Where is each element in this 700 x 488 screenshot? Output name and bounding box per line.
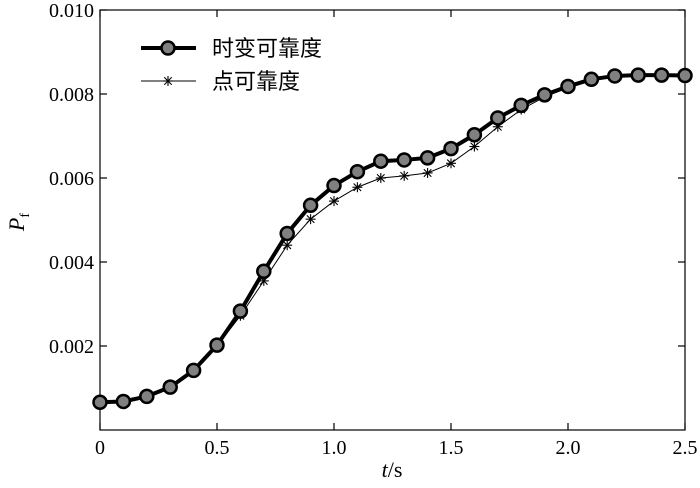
legend-entry-point: 点可靠度 <box>141 70 300 95</box>
series-line-point <box>99 74 686 403</box>
y-tick-label: 0.008 <box>49 84 94 106</box>
y-tick-label: 0.010 <box>49 0 94 22</box>
data-point-point <box>469 141 480 152</box>
data-point-time-variant <box>607 68 623 84</box>
x-tick-label: 1.0 <box>322 437 347 459</box>
data-point-point <box>446 158 456 169</box>
data-point-time-variant <box>373 153 389 169</box>
x-tick-labels: 0 0.5 1.0 1.5 2.0 2.5 <box>95 437 698 459</box>
x-axis-var: t <box>382 457 389 482</box>
data-point-point <box>375 173 386 183</box>
legend: 时变可靠度 点可靠度 <box>141 37 322 95</box>
y-axis-label: Pf <box>4 213 33 232</box>
data-point-point <box>329 196 339 207</box>
data-point-time-variant <box>513 97 529 114</box>
data-point-time-variant <box>630 67 646 83</box>
legend-star-glyph <box>163 76 173 86</box>
data-point-time-variant <box>162 379 178 395</box>
data-point-time-variant <box>396 152 412 168</box>
data-point-time-variant <box>490 110 506 126</box>
data-point-time-variant <box>583 71 600 88</box>
data-point-time-variant <box>419 150 436 166</box>
data-point-time-variant <box>653 67 670 83</box>
data-point-time-variant <box>185 362 202 379</box>
y-axis-var: P <box>4 218 29 232</box>
data-point-time-variant <box>302 197 319 214</box>
data-point-point <box>282 240 293 251</box>
axis-ticks <box>99 9 686 430</box>
series-time-variant <box>92 67 693 411</box>
y-tick-label: 0.002 <box>49 336 94 358</box>
series-point <box>95 70 690 408</box>
data-point-time-variant <box>209 337 225 353</box>
data-point-time-variant <box>677 67 693 84</box>
x-tick-label: 2.5 <box>673 437 698 459</box>
data-point-time-variant <box>279 225 295 242</box>
legend-label-time-variant: 时变可靠度 <box>212 37 322 62</box>
data-point-time-variant <box>326 177 342 194</box>
data-point-point <box>399 170 410 181</box>
y-tick-labels: 0.002 0.004 0.006 0.008 0.010 <box>49 0 94 358</box>
series-line-time-variant <box>99 73 686 405</box>
x-axis-label: t/s <box>382 457 403 482</box>
data-point-time-variant <box>139 388 155 405</box>
data-point-time-variant <box>232 303 249 319</box>
data-point-time-variant <box>560 78 576 95</box>
y-tick-label: 0.006 <box>49 168 94 190</box>
data-point-point <box>352 182 363 193</box>
legend-marker-point <box>163 76 173 86</box>
data-point-point <box>305 214 316 225</box>
data-point-time-variant <box>443 140 459 157</box>
data-point-time-variant <box>349 163 366 180</box>
x-tick-label: 1.5 <box>439 437 464 459</box>
data-point-point <box>422 167 433 178</box>
y-axis-sub: f <box>18 213 33 218</box>
x-axis-unit: /s <box>388 457 403 482</box>
data-point-time-variant <box>115 393 132 410</box>
x-tick-label: 0 <box>95 437 105 459</box>
y-tick-label: 0.004 <box>49 252 94 274</box>
x-tick-label: 2.0 <box>556 437 581 459</box>
x-tick-label: 0.5 <box>205 437 230 459</box>
legend-marker-time-variant <box>160 40 176 56</box>
data-point-time-variant <box>256 263 272 279</box>
plot-frame <box>99 9 686 431</box>
data-point-time-variant <box>92 394 108 411</box>
data-point-time-variant <box>466 126 483 143</box>
series-layer <box>92 67 693 411</box>
legend-label-point: 点可靠度 <box>212 70 300 95</box>
data-point-time-variant <box>536 87 553 103</box>
legend-entry-time-variant: 时变可靠度 <box>141 37 322 62</box>
